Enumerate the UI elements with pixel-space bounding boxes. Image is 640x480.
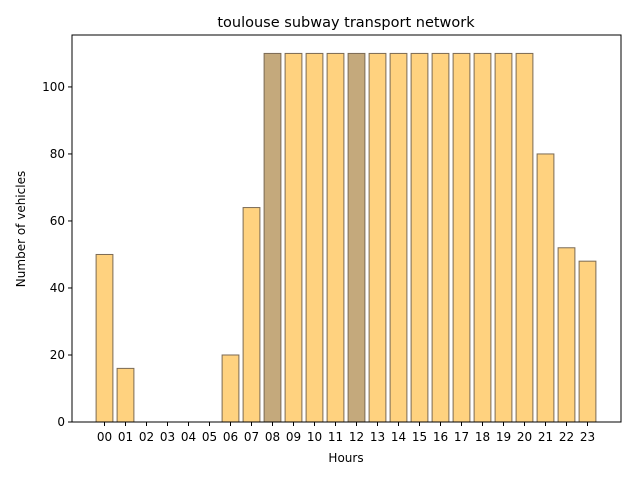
bar-14 — [389, 52, 408, 423]
x-tick-label: 08 — [265, 430, 280, 444]
bar-15 — [410, 52, 429, 423]
x-tick-label: 07 — [244, 430, 259, 444]
bar-19 — [494, 52, 513, 423]
bar-06 — [221, 354, 240, 423]
y-tick-label: 20 — [50, 348, 65, 362]
y-tick-label: 100 — [42, 80, 65, 94]
bar-00 — [95, 253, 114, 423]
x-tick-label: 01 — [118, 430, 133, 444]
x-tick-label: 03 — [160, 430, 175, 444]
bar-22 — [557, 247, 576, 423]
x-tick-label: 17 — [454, 430, 469, 444]
x-tick-label: 20 — [517, 430, 532, 444]
y-tick-label: 40 — [50, 281, 65, 295]
chart-title: toulouse subway transport network — [217, 15, 475, 31]
x-tick-label: 22 — [559, 430, 574, 444]
y-axis-label: Number of vehicles — [14, 171, 28, 287]
x-tick-label: 06 — [223, 430, 238, 444]
x-tick-label: 19 — [496, 430, 511, 444]
bar-08 — [263, 52, 282, 423]
bar-18 — [473, 52, 492, 423]
bar-16 — [431, 52, 450, 423]
bar-21 — [536, 153, 555, 423]
x-tick-label: 02 — [139, 430, 154, 444]
bar-12 — [347, 52, 366, 423]
bar-17 — [452, 52, 471, 423]
x-axis-label: Hours — [328, 451, 363, 465]
bar-23 — [578, 260, 597, 423]
x-tick-label: 11 — [328, 430, 343, 444]
x-tick-label: 05 — [202, 430, 217, 444]
bar-13 — [368, 52, 387, 423]
x-tick-label: 14 — [391, 430, 406, 444]
x-axis-ticks: 00 01 02 03 04 05 06 07 08 09 10 11 12 13 14 15 16 17 18 19… — [97, 422, 595, 444]
bar-11 — [326, 52, 345, 423]
x-tick-label: 13 — [370, 430, 385, 444]
bars-layer — [95, 52, 597, 423]
x-tick-label: 21 — [538, 430, 553, 444]
plot-frame — [71, 34, 622, 423]
bar-20 — [515, 52, 534, 423]
x-tick-label: 15 — [412, 430, 427, 444]
bar-01 — [116, 367, 135, 423]
x-tick-label: 12 — [349, 430, 364, 444]
x-tick-label: 16 — [433, 430, 448, 444]
x-tick-label: 04 — [181, 430, 196, 444]
x-tick-label: 00 — [97, 430, 112, 444]
bar-07 — [242, 207, 261, 423]
y-tick-label: 60 — [50, 214, 65, 228]
y-axis-ticks: 0 20 40 60 80 100 — [42, 80, 72, 429]
bar-09 — [284, 52, 303, 423]
y-tick-label: 0 — [57, 415, 65, 429]
x-tick-label: 09 — [286, 430, 301, 444]
axes-layer — [71, 34, 622, 423]
bar-10 — [305, 52, 324, 423]
x-tick-label: 10 — [307, 430, 322, 444]
x-tick-label: 23 — [580, 430, 595, 444]
x-tick-label: 18 — [475, 430, 490, 444]
y-tick-label: 80 — [50, 147, 65, 161]
